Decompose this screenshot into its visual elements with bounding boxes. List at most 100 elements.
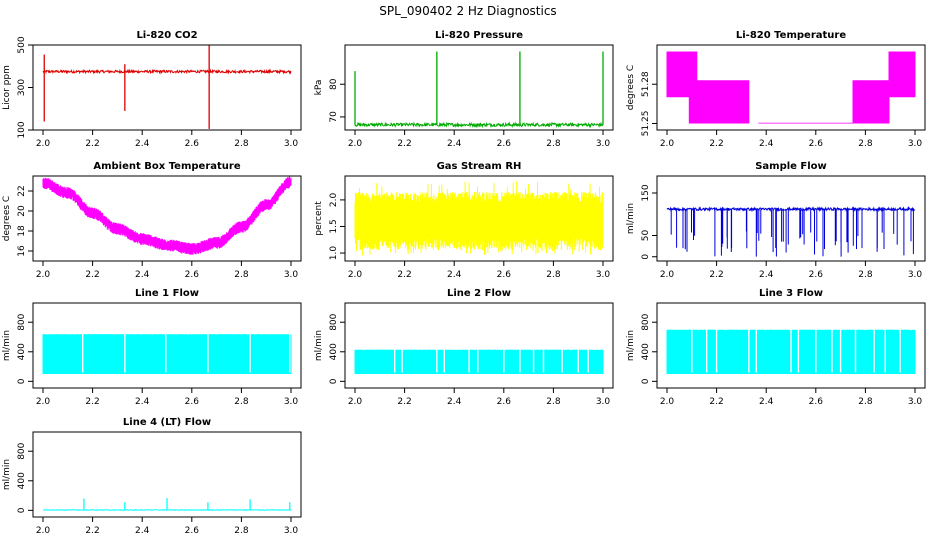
data-series bbox=[667, 329, 915, 374]
data-series bbox=[43, 45, 291, 129]
x-tick-label: 2.2 bbox=[709, 139, 723, 149]
y-tick-label: 51.28 bbox=[641, 71, 651, 97]
x-tick-label: 2.0 bbox=[36, 270, 51, 280]
x-tick-label: 2.0 bbox=[348, 270, 363, 280]
chart-panel: Li-820 Temperature degrees C 2.0 2.2 2.4 2.6 2… bbox=[626, 30, 925, 149]
y-tick-label: 800 bbox=[17, 442, 27, 459]
y-tick-label: 800 bbox=[329, 313, 339, 330]
x-tick-label: 2.8 bbox=[234, 526, 249, 536]
data-series bbox=[667, 52, 915, 124]
series-line bbox=[355, 123, 603, 126]
y-tick-label: 0 bbox=[17, 507, 27, 513]
x-tick-label: 2.8 bbox=[234, 270, 249, 280]
x-tick-label: 2.8 bbox=[858, 139, 873, 149]
series-line bbox=[43, 334, 291, 374]
x-tick-label: 2.2 bbox=[85, 397, 99, 407]
y-tick-label: 400 bbox=[329, 343, 339, 360]
y-tick-label: 150 bbox=[641, 184, 651, 201]
plot-frame bbox=[345, 45, 613, 130]
x-tick-label: 2.0 bbox=[660, 397, 675, 407]
y-tick-label: 300 bbox=[17, 79, 27, 96]
y-tick-label: 400 bbox=[641, 343, 651, 360]
x-tick-label: 2.8 bbox=[234, 397, 249, 407]
x-tick-label: 2.4 bbox=[447, 397, 462, 407]
x-tick-label: 2.4 bbox=[135, 139, 150, 149]
data-series bbox=[355, 349, 603, 374]
chart-panels: Li-820 CO2 Licor ppm 2.0 2.2 2.4 2.6 2.8 3.0 100… bbox=[2, 30, 925, 536]
x-tick-label: 2.2 bbox=[709, 397, 723, 407]
x-tick-label: 2.4 bbox=[447, 270, 462, 280]
series-dips bbox=[671, 209, 913, 256]
chart-panel: Line 2 Flow ml/min 2.0 2.2 2.4 2.6 2.8 3.0 0 400 8… bbox=[314, 288, 613, 407]
chart-panel: Line 4 (LT) Flow ml/min 2.0 2.2 2.4 2.6 2.8 3.0… bbox=[2, 417, 301, 536]
x-tick-label: 2.6 bbox=[809, 270, 824, 280]
series-line bbox=[43, 70, 291, 73]
x-tick-label: 2.4 bbox=[759, 139, 774, 149]
x-tick-label: 2.2 bbox=[85, 270, 99, 280]
x-tick-label: 2.2 bbox=[397, 397, 411, 407]
x-tick-label: 2.0 bbox=[36, 526, 51, 536]
series-line bbox=[43, 177, 291, 255]
x-tick-label: 2.4 bbox=[135, 270, 150, 280]
x-tick-label: 2.4 bbox=[135, 526, 150, 536]
y-tick-label: 0 bbox=[17, 378, 27, 384]
x-tick-label: 3.0 bbox=[284, 270, 299, 280]
y-axis-label: percent bbox=[314, 201, 324, 236]
panel-title: Gas Stream RH bbox=[437, 161, 522, 172]
data-series bbox=[355, 52, 603, 127]
x-tick-label: 2.8 bbox=[546, 270, 561, 280]
y-tick-label: 1.5 bbox=[329, 219, 339, 233]
data-series bbox=[355, 181, 603, 255]
x-tick-label: 2.6 bbox=[185, 397, 200, 407]
x-tick-label: 2.4 bbox=[135, 397, 150, 407]
y-tick-label: 22 bbox=[17, 185, 27, 196]
y-tick-label: 0 bbox=[641, 378, 651, 384]
y-tick-label: 20 bbox=[17, 205, 27, 217]
x-tick-label: 2.6 bbox=[809, 139, 824, 149]
x-tick-label: 2.6 bbox=[497, 397, 512, 407]
x-tick-label: 2.8 bbox=[858, 270, 873, 280]
series-line bbox=[355, 350, 603, 374]
x-tick-label: 2.0 bbox=[348, 139, 363, 149]
x-tick-label: 2.0 bbox=[36, 139, 51, 149]
panel-title: Li-820 Pressure bbox=[435, 30, 523, 41]
x-tick-label: 2.8 bbox=[234, 139, 249, 149]
x-tick-label: 2.2 bbox=[85, 526, 99, 536]
y-axis-label: degrees C bbox=[626, 65, 636, 110]
y-tick-label: 0 bbox=[641, 254, 651, 260]
plot-frame bbox=[657, 176, 925, 261]
y-tick-label: 50 bbox=[641, 230, 651, 242]
x-tick-label: 3.0 bbox=[908, 139, 923, 149]
y-tick-label: 800 bbox=[641, 313, 651, 330]
series-line bbox=[355, 181, 603, 255]
series-band bbox=[759, 123, 853, 124]
panel-title: Line 1 Flow bbox=[135, 288, 199, 299]
y-axis-label: ml/min bbox=[314, 330, 324, 361]
panel-title: Line 4 (LT) Flow bbox=[123, 417, 211, 428]
chart-panel: Gas Stream RH percent 2.0 2.2 2.4 2.6 2.8 3.0 1.… bbox=[314, 161, 613, 280]
plot-frame bbox=[33, 45, 301, 130]
panel-title: Line 2 Flow bbox=[447, 288, 511, 299]
y-tick-label: 400 bbox=[17, 472, 27, 489]
x-tick-label: 2.0 bbox=[660, 139, 675, 149]
x-tick-label: 2.4 bbox=[759, 397, 774, 407]
x-tick-label: 2.0 bbox=[348, 397, 363, 407]
chart-panel: Li-820 CO2 Licor ppm 2.0 2.2 2.4 2.6 2.8 3.0 100… bbox=[2, 30, 301, 149]
x-tick-label: 2.6 bbox=[185, 526, 200, 536]
x-tick-label: 3.0 bbox=[284, 526, 299, 536]
y-tick-label: 70 bbox=[329, 111, 339, 123]
y-tick-label: 18 bbox=[17, 225, 27, 237]
chart-panel: Li-820 Pressure kPa 2.0 2.2 2.4 2.6 2.8 3.0 70 80 bbox=[314, 30, 613, 149]
y-tick-label: 2.0 bbox=[329, 192, 339, 207]
y-axis-label: kPa bbox=[314, 80, 324, 96]
chart-panel: Ambient Box Temperaturedegrees C2.0 2.2 2.… bbox=[2, 161, 301, 280]
figure-title: SPL_090402 2 Hz Diagnostics bbox=[379, 4, 556, 18]
x-tick-label: 2.2 bbox=[397, 270, 411, 280]
x-tick-label: 2.0 bbox=[36, 397, 51, 407]
x-tick-label: 3.0 bbox=[908, 397, 923, 407]
x-tick-label: 3.0 bbox=[284, 139, 299, 149]
panel-title: Li-820 CO2 bbox=[136, 30, 197, 41]
x-tick-label: 2.8 bbox=[546, 397, 561, 407]
chart-panel: Sample Flowml/min2.0 2.2 2.4 2.6 2.8 3.005015… bbox=[626, 161, 925, 280]
data-series bbox=[667, 208, 915, 257]
